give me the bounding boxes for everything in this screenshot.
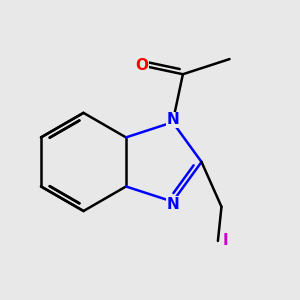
Text: N: N [166,112,179,127]
Text: I: I [223,233,228,248]
Text: O: O [136,58,148,73]
Text: N: N [166,196,179,211]
